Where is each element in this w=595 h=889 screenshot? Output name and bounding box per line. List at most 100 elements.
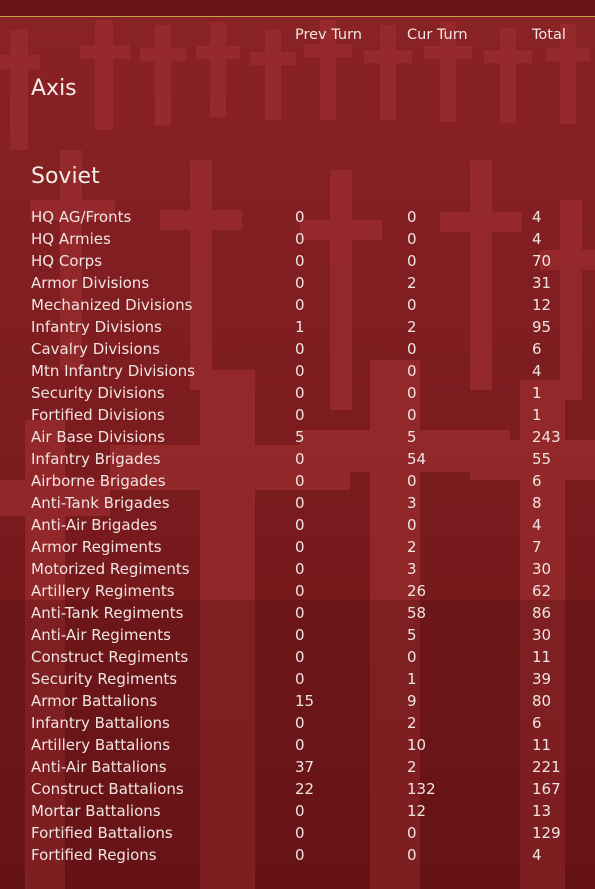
cur-turn-value: 0 xyxy=(407,384,417,402)
unit-name: Mechanized Divisions xyxy=(31,296,193,314)
total-value: 62 xyxy=(532,582,552,600)
unit-name: Infantry Brigades xyxy=(31,450,161,468)
section-title-axis: Axis xyxy=(31,76,77,101)
table-row: Armor Regiments 0 2 7 xyxy=(0,536,595,558)
table-row: Infantry Battalions 0 2 6 xyxy=(0,712,595,734)
prev-turn-value: 0 xyxy=(295,560,305,578)
unit-name: HQ Corps xyxy=(31,252,103,270)
table-row: Artillery Regiments 0 26 62 xyxy=(0,580,595,602)
table-row: Anti-Air Battalions 37 2 221 xyxy=(0,756,595,778)
prev-turn-value: 0 xyxy=(295,582,305,600)
cur-turn-value: 26 xyxy=(407,582,427,600)
table-row: Security Regiments 0 1 39 xyxy=(0,668,595,690)
table-row: Security Divisions 0 0 1 xyxy=(0,382,595,404)
total-value: 80 xyxy=(532,692,552,710)
table-row: Mtn Infantry Divisions 0 0 4 xyxy=(0,360,595,382)
unit-name: Artillery Battalions xyxy=(31,736,171,754)
unit-name: Airborne Brigades xyxy=(31,472,166,490)
unit-name: Anti-Tank Regiments xyxy=(31,604,184,622)
total-value: 129 xyxy=(532,824,561,842)
prev-turn-value: 0 xyxy=(295,230,305,248)
total-value: 4 xyxy=(532,516,542,534)
prev-turn-value: 0 xyxy=(295,252,305,270)
total-value: 39 xyxy=(532,670,552,688)
cur-turn-value: 0 xyxy=(407,362,417,380)
prev-turn-value: 37 xyxy=(295,758,315,776)
unit-name: Artillery Regiments xyxy=(31,582,175,600)
unit-name: HQ Armies xyxy=(31,230,111,248)
unit-name: Armor Battalions xyxy=(31,692,158,710)
table-row: Fortified Battalions 0 0 129 xyxy=(0,822,595,844)
cur-turn-value: 5 xyxy=(407,428,417,446)
prev-turn-value: 0 xyxy=(295,296,305,314)
unit-name: Fortified Regions xyxy=(31,846,157,864)
cur-turn-value: 9 xyxy=(407,692,417,710)
cur-turn-value: 3 xyxy=(407,494,417,512)
table-row: Mortar Battalions 0 12 13 xyxy=(0,800,595,822)
cur-turn-value: 0 xyxy=(407,340,417,358)
unit-name: Mortar Battalions xyxy=(31,802,161,820)
total-value: 13 xyxy=(532,802,552,820)
prev-turn-value: 0 xyxy=(295,208,305,226)
table-row: Artillery Battalions 0 10 11 xyxy=(0,734,595,756)
table-row: Anti-Tank Brigades 0 3 8 xyxy=(0,492,595,514)
unit-name: Security Divisions xyxy=(31,384,165,402)
total-value: 31 xyxy=(532,274,552,292)
prev-turn-value: 15 xyxy=(295,692,315,710)
table-row: Mechanized Divisions 0 0 12 xyxy=(0,294,595,316)
prev-turn-value: 0 xyxy=(295,384,305,402)
table-row: Airborne Brigades 0 0 6 xyxy=(0,470,595,492)
cur-turn-value: 0 xyxy=(407,208,417,226)
unit-name: Construct Battalions xyxy=(31,780,184,798)
total-value: 243 xyxy=(532,428,561,446)
total-value: 6 xyxy=(532,472,542,490)
prev-turn-value: 0 xyxy=(295,472,305,490)
total-value: 4 xyxy=(532,208,542,226)
unit-name: Motorized Regiments xyxy=(31,560,190,578)
cur-turn-value: 0 xyxy=(407,230,417,248)
prev-turn-value: 22 xyxy=(295,780,315,798)
cur-turn-value: 2 xyxy=(407,274,417,292)
unit-name: Anti-Tank Brigades xyxy=(31,494,170,512)
table-row: HQ Armies 0 0 4 xyxy=(0,228,595,250)
cur-turn-value: 10 xyxy=(407,736,427,754)
unit-name: Armor Regiments xyxy=(31,538,162,556)
total-value: 4 xyxy=(532,362,542,380)
cur-turn-value: 5 xyxy=(407,626,417,644)
column-header-total: Total xyxy=(532,27,566,43)
total-value: 6 xyxy=(532,714,542,732)
prev-turn-value: 0 xyxy=(295,802,305,820)
total-value: 6 xyxy=(532,340,542,358)
total-value: 167 xyxy=(532,780,561,798)
cur-turn-value: 58 xyxy=(407,604,427,622)
table-row: Infantry Brigades 0 54 55 xyxy=(0,448,595,470)
prev-turn-value: 0 xyxy=(295,538,305,556)
cur-turn-value: 54 xyxy=(407,450,427,468)
total-value: 11 xyxy=(532,648,552,666)
unit-name: Mtn Infantry Divisions xyxy=(31,362,195,380)
total-value: 30 xyxy=(532,560,552,578)
prev-turn-value: 0 xyxy=(295,450,305,468)
unit-name: Infantry Battalions xyxy=(31,714,170,732)
unit-name: Fortified Divisions xyxy=(31,406,165,424)
table-row: Anti-Air Brigades 0 0 4 xyxy=(0,514,595,536)
cur-turn-value: 2 xyxy=(407,318,417,336)
unit-name: Cavalry Divisions xyxy=(31,340,160,358)
total-value: 4 xyxy=(532,230,542,248)
total-value: 70 xyxy=(532,252,552,270)
total-value: 7 xyxy=(532,538,542,556)
table-row: Fortified Regions 0 0 4 xyxy=(0,844,595,866)
unit-name: Anti-Air Regiments xyxy=(31,626,171,644)
prev-turn-value: 0 xyxy=(295,604,305,622)
unit-name: Armor Divisions xyxy=(31,274,150,292)
cur-turn-value: 2 xyxy=(407,714,417,732)
table-row: Construct Battalions 22 132 167 xyxy=(0,778,595,800)
cur-turn-value: 0 xyxy=(407,252,417,270)
cur-turn-value: 132 xyxy=(407,780,436,798)
total-value: 221 xyxy=(532,758,561,776)
prev-turn-value: 0 xyxy=(295,274,305,292)
cur-turn-value: 0 xyxy=(407,516,417,534)
prev-turn-value: 5 xyxy=(295,428,305,446)
